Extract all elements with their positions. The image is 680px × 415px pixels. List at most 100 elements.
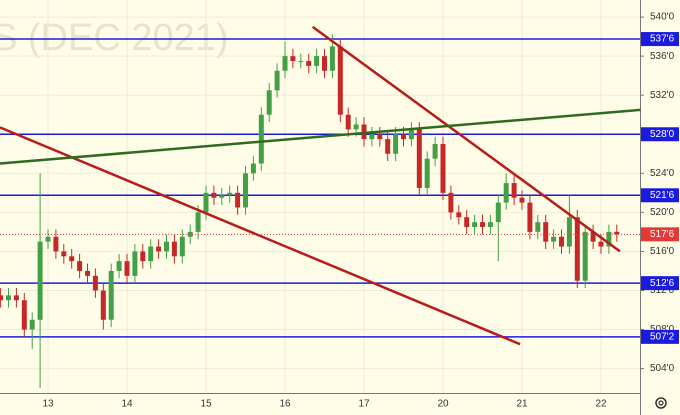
x-tick-label: 16 (279, 399, 291, 410)
candle-body (164, 241, 169, 252)
candle-body (132, 251, 138, 276)
settings-icon[interactable] (655, 397, 667, 409)
candle-body (77, 261, 83, 271)
price-badge-label: 512'6 (650, 278, 675, 289)
candle-body (448, 192, 454, 213)
candle-body (29, 319, 35, 330)
candle-body (45, 236, 51, 242)
candle-body (69, 256, 75, 262)
x-tick-label: 15 (200, 399, 212, 410)
y-tick-label: 524'0 (650, 168, 675, 179)
candle-body (519, 197, 525, 203)
price-badge-label: 537'6 (650, 34, 675, 45)
candle-body (353, 124, 359, 130)
candle-body (235, 192, 241, 208)
candle-body (408, 129, 414, 140)
candle-body (37, 241, 43, 320)
price-badge (641, 127, 679, 142)
candle-body (306, 61, 312, 66)
candle-body (148, 246, 154, 262)
candle-body (345, 114, 351, 130)
candle-body (385, 139, 391, 154)
candle-body (566, 217, 572, 247)
candle-body (53, 236, 59, 252)
y-tick-label: 508'0 (650, 324, 675, 335)
y-tick-label: 532'0 (650, 90, 675, 101)
candle-body (487, 222, 493, 228)
candle-body (124, 261, 130, 276)
candle-body (203, 192, 209, 213)
candle-body (116, 261, 122, 271)
candle-body (606, 231, 612, 247)
candle-body (266, 90, 272, 115)
candle-body (282, 56, 288, 71)
candle-body (0, 295, 4, 301)
candle-body (393, 134, 399, 154)
candle-body (21, 300, 27, 330)
candle-body (598, 241, 604, 247)
candle-body (416, 129, 422, 188)
candle-body (108, 270, 114, 320)
watermark: S (DEC 2021) (0, 17, 229, 59)
candle-body (258, 114, 264, 164)
candle-body (219, 195, 225, 198)
candle-body (290, 56, 296, 62)
candle-body (100, 290, 106, 320)
y-tick-label: 540'0 (650, 12, 675, 23)
candle-body (551, 236, 557, 242)
candle-body (156, 246, 162, 252)
candle-body (274, 70, 280, 91)
candle-body (543, 222, 549, 242)
candle-body (329, 46, 335, 71)
price-badge (641, 329, 679, 344)
price-badge-label: 507'2 (650, 331, 675, 342)
candle-body (377, 134, 383, 140)
y-tick-label: 520'0 (650, 207, 675, 218)
candle-body (85, 270, 90, 276)
candle-body (322, 56, 327, 71)
candle-body (464, 217, 470, 228)
candle-body (6, 295, 11, 301)
candle-body (298, 61, 304, 63)
candle-body (195, 212, 201, 232)
candle-body (503, 183, 509, 203)
trend-line (0, 126, 521, 346)
candle-body (140, 251, 146, 262)
gear-hub[interactable] (658, 400, 664, 406)
candle-body (211, 192, 217, 198)
price-badge (641, 276, 679, 291)
candle-body (337, 46, 343, 115)
candle-body (401, 134, 406, 140)
trend-line (311, 25, 621, 253)
x-tick-label: 13 (42, 399, 54, 410)
price-badge (641, 188, 679, 203)
candle-body (314, 56, 320, 66)
x-tick-label: 17 (358, 399, 370, 410)
candle-body (92, 275, 98, 291)
candle-body (582, 231, 588, 281)
candle-body (574, 217, 580, 281)
candle-body (472, 222, 478, 228)
candle-body (227, 192, 233, 196)
candle-body (369, 134, 375, 140)
y-tick-label: 536'0 (650, 51, 675, 62)
price-badge (641, 32, 679, 47)
candle-body (559, 236, 564, 247)
x-tick-label: 21 (516, 399, 528, 410)
candle-body (440, 144, 446, 193)
price-badge-label: 521'6 (650, 190, 675, 201)
x-tick-label: 20 (437, 399, 449, 410)
candle-body (456, 212, 462, 218)
candle-body (480, 222, 485, 228)
y-tick-label: 504'0 (650, 363, 675, 374)
gear[interactable] (655, 397, 667, 409)
candle-body (424, 158, 430, 188)
price-badge (641, 227, 679, 242)
candle-body (495, 202, 501, 223)
candle-body (13, 295, 19, 301)
candle-body (250, 163, 256, 174)
candle-body (61, 251, 67, 257)
candle-body (590, 231, 596, 242)
y-tick-label: 512'0 (650, 285, 675, 296)
